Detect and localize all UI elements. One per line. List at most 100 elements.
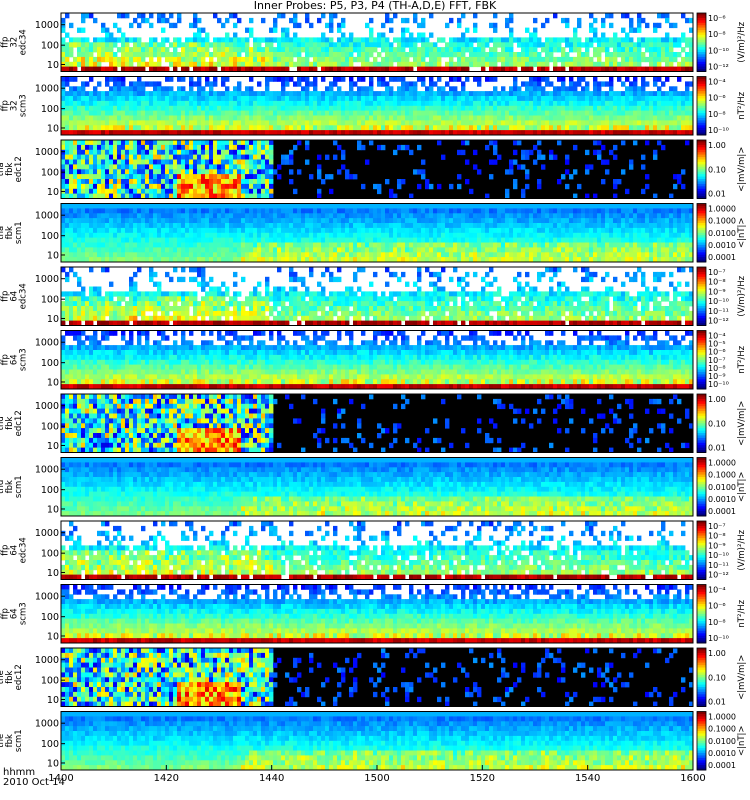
heatmap-cell (413, 81, 417, 86)
heatmap-cell (433, 233, 437, 238)
heatmap-cell (121, 47, 125, 52)
heatmap-cell (177, 18, 181, 23)
heatmap-cell (681, 62, 685, 67)
heatmap-cell (633, 42, 637, 47)
heatmap-cell (385, 213, 389, 218)
heatmap-cell (413, 125, 417, 130)
heatmap-cell (425, 243, 429, 248)
heatmap-cell (93, 243, 97, 248)
heatmap-cell (93, 47, 97, 52)
heatmap-cell (309, 228, 313, 233)
heatmap-cell (193, 81, 197, 86)
heatmap-cell (509, 116, 513, 121)
heatmap-cell (349, 125, 353, 130)
heatmap-cell (397, 208, 401, 213)
heatmap-cell (369, 37, 373, 42)
heatmap-cell (149, 101, 153, 106)
heatmap-cell (365, 52, 369, 57)
heatmap-cell (609, 62, 613, 67)
heatmap-cell (229, 37, 233, 42)
heatmap-cell (105, 125, 109, 130)
heatmap-cell (213, 252, 217, 257)
heatmap-cell (333, 116, 337, 121)
heatmap-cell (197, 213, 201, 218)
heatmap-cell (589, 120, 593, 125)
heatmap-cell (281, 13, 285, 18)
heatmap-cell (345, 106, 349, 111)
heatmap-cell (265, 228, 269, 233)
heatmap-cell (341, 37, 345, 42)
heatmap-cell (513, 37, 517, 42)
heatmap-cell (77, 37, 81, 42)
heatmap-cell (525, 116, 529, 121)
heatmap-cell (161, 145, 165, 150)
heatmap-cell (81, 101, 85, 106)
heatmap-cell (369, 238, 373, 243)
heatmap-cell (561, 106, 565, 111)
heatmap-cell (685, 91, 689, 96)
heatmap-cell (297, 116, 301, 121)
heatmap-cell (333, 223, 337, 228)
heatmap-cell (197, 150, 201, 155)
heatmap-cell (233, 184, 237, 189)
heatmap-cell (213, 228, 217, 233)
heatmap-cell (137, 91, 141, 96)
heatmap-cell (237, 213, 241, 218)
heatmap-cell (621, 47, 625, 52)
heatmap-cell (417, 116, 421, 121)
panel-3: 100010010thafbkedc121.000.100.01<|mV/m|> (0, 140, 747, 199)
heatmap-cell (405, 62, 409, 67)
heatmap-cell (325, 174, 329, 179)
heatmap-cell (633, 47, 637, 52)
heatmap-cell (245, 179, 249, 184)
heatmap-cell (577, 23, 581, 28)
heatmap-cell (481, 106, 485, 111)
heatmap-cell (501, 52, 505, 57)
heatmap-cell (313, 52, 317, 57)
heatmap-cell (281, 218, 285, 223)
heatmap-cell (381, 47, 385, 52)
heatmap-cell (105, 150, 109, 155)
heatmap-cell (405, 228, 409, 233)
heatmap-cell (525, 106, 529, 111)
heatmap-cell (389, 106, 393, 111)
heatmap-cell (105, 218, 109, 223)
heatmap-cell (137, 252, 141, 257)
heatmap-cell (461, 13, 465, 18)
heatmap-cell (109, 169, 113, 174)
heatmap-cell (593, 106, 597, 111)
heatmap-cell (257, 247, 261, 252)
heatmap-cell (217, 238, 221, 243)
heatmap-cell (265, 140, 269, 145)
heatmap-cell (181, 42, 185, 47)
heatmap-cell (469, 91, 473, 96)
heatmap-cell (221, 155, 225, 160)
heatmap-cell (377, 204, 381, 209)
heatmap-cell (113, 62, 117, 67)
heatmap-cell (577, 52, 581, 57)
heatmap-cell (193, 125, 197, 130)
heatmap-cell (89, 150, 93, 155)
heatmap-cell (265, 238, 269, 243)
heatmap-cell (145, 106, 149, 111)
heatmap-cell (201, 62, 205, 67)
heatmap-cell (97, 150, 101, 155)
heatmap-cell (333, 228, 337, 233)
heatmap-cell (285, 101, 289, 106)
heatmap-cell (369, 91, 373, 96)
heatmap-cell (361, 238, 365, 243)
heatmap-cell (129, 23, 133, 28)
heatmap-cell (569, 101, 573, 106)
heatmap-cell (221, 62, 225, 67)
heatmap-cell (257, 218, 261, 223)
heatmap-cell (445, 204, 449, 209)
heatmap-cell (489, 77, 493, 82)
heatmap-cell (381, 233, 385, 238)
heatmap-cell (137, 125, 141, 130)
heatmap-cell (669, 42, 673, 47)
heatmap-cell (305, 160, 309, 165)
heatmap-cell (433, 91, 437, 96)
heatmap-cell (265, 62, 269, 67)
heatmap-cell (77, 204, 81, 209)
heatmap-cell (61, 86, 65, 91)
